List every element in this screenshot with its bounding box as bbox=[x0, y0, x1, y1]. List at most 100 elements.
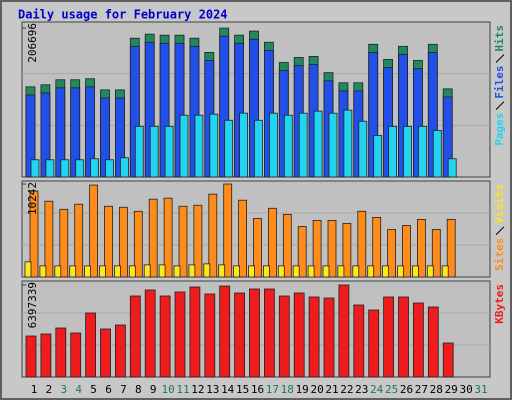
bar bbox=[357, 210, 367, 278]
bar bbox=[119, 206, 128, 278]
bar bbox=[218, 264, 226, 278]
x-tick-label: 20 bbox=[310, 383, 323, 396]
x-tick-label: 5 bbox=[90, 383, 97, 396]
bar bbox=[263, 288, 275, 378]
bar bbox=[398, 296, 409, 378]
bar bbox=[367, 265, 375, 278]
bar bbox=[372, 216, 382, 278]
bar bbox=[128, 265, 136, 278]
bar bbox=[267, 207, 277, 278]
bar bbox=[388, 125, 398, 178]
bar bbox=[442, 342, 454, 378]
bar bbox=[75, 159, 85, 178]
bar bbox=[164, 125, 174, 178]
bar bbox=[282, 213, 292, 278]
bar bbox=[55, 327, 67, 378]
bar bbox=[432, 130, 442, 178]
bar bbox=[209, 113, 219, 178]
x-tick-label: 7 bbox=[120, 383, 127, 396]
bar bbox=[431, 229, 441, 278]
legend-separator bbox=[495, 226, 505, 236]
x-tick-label: 27 bbox=[415, 383, 428, 396]
x-tick-label: 19 bbox=[296, 383, 309, 396]
x-tick-label: 18 bbox=[281, 383, 294, 396]
bar bbox=[159, 295, 171, 378]
bar bbox=[100, 97, 110, 178]
bar bbox=[293, 292, 305, 378]
bar bbox=[383, 296, 395, 378]
bar bbox=[343, 109, 353, 178]
bar bbox=[307, 265, 315, 278]
bar bbox=[159, 42, 170, 178]
bar bbox=[39, 265, 47, 278]
bar bbox=[148, 198, 158, 278]
x-tick-label: 17 bbox=[266, 383, 279, 396]
bar bbox=[383, 67, 394, 178]
x-tick-label: 21 bbox=[325, 383, 338, 396]
bar bbox=[239, 112, 249, 178]
legend-entry: Visits bbox=[493, 184, 506, 224]
bar bbox=[54, 265, 62, 278]
bar bbox=[115, 324, 126, 378]
bar bbox=[105, 159, 114, 178]
bar bbox=[40, 92, 51, 178]
bar bbox=[342, 223, 352, 278]
bar bbox=[446, 218, 456, 278]
bar bbox=[25, 94, 36, 178]
bar bbox=[278, 295, 290, 378]
bar bbox=[397, 265, 404, 278]
bar bbox=[337, 265, 345, 278]
bar bbox=[129, 295, 141, 378]
bar bbox=[268, 112, 278, 178]
x-tick-label: 30 bbox=[459, 383, 472, 396]
bar bbox=[85, 312, 96, 378]
bar bbox=[104, 205, 113, 278]
bar bbox=[262, 265, 270, 278]
bar bbox=[297, 226, 307, 278]
bar bbox=[254, 119, 263, 178]
bar bbox=[163, 197, 173, 278]
bar bbox=[373, 135, 383, 178]
bar bbox=[427, 51, 438, 178]
bar bbox=[234, 42, 245, 178]
x-tick-label: 12 bbox=[191, 383, 204, 396]
bar bbox=[412, 302, 424, 378]
bar bbox=[99, 265, 106, 278]
bar bbox=[203, 263, 211, 278]
bar bbox=[194, 114, 204, 178]
bar bbox=[233, 265, 241, 278]
bar bbox=[70, 87, 81, 178]
bar bbox=[149, 125, 159, 178]
bar bbox=[249, 38, 259, 178]
bar bbox=[174, 42, 185, 178]
y-tick-label: 10242 bbox=[26, 182, 39, 215]
bar bbox=[193, 204, 203, 278]
bar bbox=[30, 159, 40, 178]
bar bbox=[327, 220, 337, 278]
bar bbox=[120, 157, 129, 178]
bar bbox=[70, 332, 82, 378]
x-tick-label: 26 bbox=[400, 383, 413, 396]
legend-entry: Files bbox=[493, 66, 506, 99]
bar bbox=[238, 199, 248, 278]
x-tick-label: 29 bbox=[445, 383, 458, 396]
bar bbox=[208, 193, 218, 278]
bar bbox=[427, 306, 439, 378]
bar bbox=[441, 265, 449, 278]
x-tick-label: 11 bbox=[176, 383, 189, 396]
bar bbox=[382, 265, 390, 278]
bar bbox=[189, 45, 200, 178]
bar bbox=[248, 265, 255, 278]
chart-title: Daily usage for February 2024 bbox=[18, 8, 228, 22]
x-tick-label: 10 bbox=[161, 383, 174, 396]
bar bbox=[447, 158, 457, 178]
bar bbox=[55, 87, 66, 178]
bar bbox=[60, 159, 70, 178]
bar bbox=[277, 265, 285, 278]
bar bbox=[368, 309, 380, 378]
bar bbox=[188, 264, 196, 278]
bar bbox=[313, 110, 323, 178]
bar bbox=[403, 125, 412, 178]
x-tick-label: 16 bbox=[251, 383, 264, 396]
x-tick-label: 2 bbox=[46, 383, 53, 396]
